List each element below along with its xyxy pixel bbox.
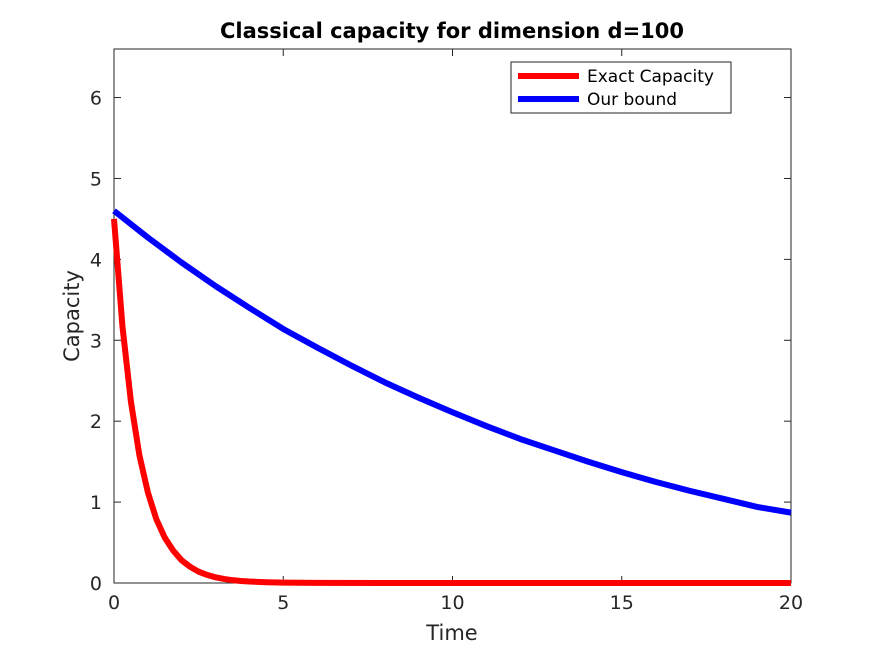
series-layer bbox=[111, 208, 792, 586]
y-tick-label: 1 bbox=[90, 492, 102, 514]
y-axis-label: Capacity bbox=[60, 270, 84, 362]
chart-title: Classical capacity for dimension d=100 bbox=[220, 19, 684, 43]
series-line-our-bound bbox=[112, 208, 792, 516]
plot-area bbox=[113, 48, 792, 584]
legend-label-exact-capacity: Exact Capacity bbox=[587, 67, 714, 87]
y-tick-label: 5 bbox=[90, 168, 102, 190]
series-line-exact-capacity bbox=[111, 218, 791, 586]
y-tick-label: 4 bbox=[90, 249, 102, 271]
y-tick-label: 2 bbox=[90, 411, 102, 433]
legend-box bbox=[510, 61, 732, 114]
y-tick-label: 3 bbox=[90, 330, 102, 352]
y-tick-label: 6 bbox=[90, 88, 102, 110]
x-tick-label: 0 bbox=[108, 592, 120, 614]
y-tick-label: 0 bbox=[90, 573, 102, 595]
legend-label-our-bound: Our bound bbox=[587, 90, 677, 110]
x-tick-label: 10 bbox=[440, 592, 464, 614]
legend: Exact Capacity Our bound bbox=[510, 61, 732, 114]
x-axis-label: Time bbox=[425, 621, 477, 645]
x-tick-label: 20 bbox=[779, 592, 803, 614]
x-tick-label: 15 bbox=[610, 592, 634, 614]
x-tick-label: 5 bbox=[277, 592, 289, 614]
